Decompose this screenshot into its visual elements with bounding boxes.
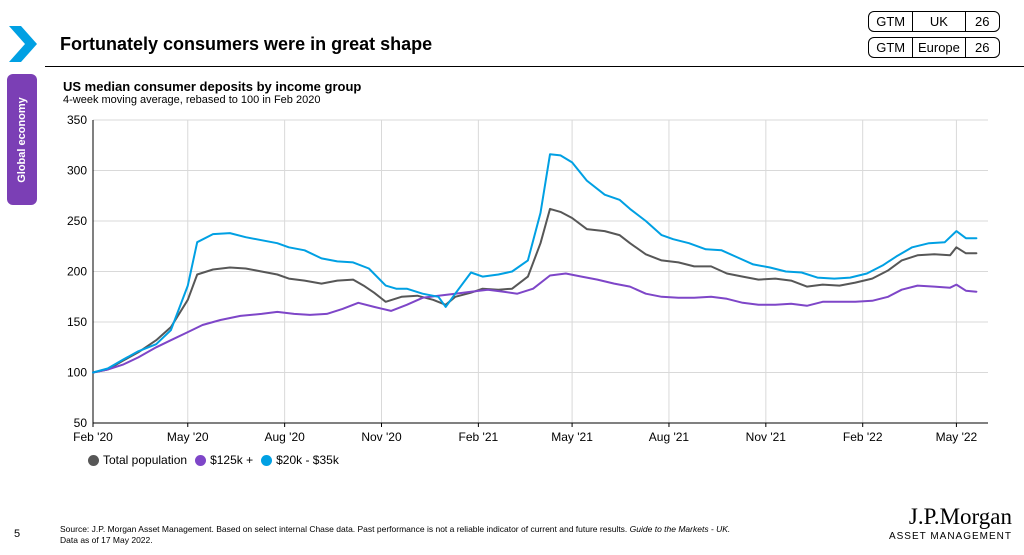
gtm-page: 26	[964, 38, 999, 57]
legend-item-20k-35k: $20k - $35k	[261, 453, 339, 467]
x-tick-label: Nov '21	[746, 430, 787, 444]
y-tick-label: 200	[67, 265, 87, 279]
legend-label: Total population	[103, 453, 188, 467]
chart-legend: Total population $125k + $20k - $35k	[88, 453, 347, 467]
logo-name: J.P.Morgan	[908, 504, 1012, 529]
gtm-uk-badge[interactable]: GTM UK 26	[868, 11, 1000, 32]
x-tick-label: May '21	[551, 430, 593, 444]
jpmorgan-logo: J.P.Morgan ASSET MANAGEMENT	[888, 504, 1012, 543]
y-tick-label: 50	[74, 416, 88, 430]
gtm-label: GTM	[876, 40, 906, 55]
legend-swatch	[88, 454, 99, 466]
legend-item-125k-plus: $125k +	[195, 453, 253, 467]
chart-title: US median consumer deposits by income gr…	[63, 79, 362, 94]
legend-label: $20k - $35k	[276, 453, 339, 467]
y-tick-label: 350	[67, 113, 87, 127]
legend-label: $125k +	[210, 453, 254, 467]
x-tick-label: Aug '20	[264, 430, 305, 444]
left-rail: Global economy 5	[0, 0, 45, 555]
series-line-20k-35k	[92, 153, 978, 374]
title-divider	[45, 66, 1024, 67]
legend-item-total-population: Total population	[88, 453, 187, 467]
x-tick-label: Feb '20	[73, 430, 113, 444]
x-tick-label: Nov '20	[361, 430, 402, 444]
logo-subtitle: ASSET MANAGEMENT	[888, 531, 1012, 542]
gtm-page: 26	[964, 12, 999, 31]
footer-guide: Guide to the Markets - UK.	[629, 524, 731, 534]
y-tick-label: 300	[67, 164, 87, 178]
series-line-125k-plus	[92, 272, 978, 374]
section-tab[interactable]: Global economy	[7, 74, 37, 205]
footer-date: Data as of 17 May 2022.	[60, 535, 153, 545]
gtm-region: Europe	[912, 38, 964, 57]
chevron-right-icon	[9, 26, 37, 62]
page-number: 5	[14, 528, 21, 540]
gtm-label: GTM	[876, 14, 906, 29]
chart-subtitle: 4-week moving average, rebased to 100 in…	[63, 94, 321, 106]
y-tick-label: 150	[67, 315, 87, 329]
y-tick-label: 250	[67, 214, 87, 228]
series-line-total-population	[92, 207, 978, 374]
x-tick-label: May '22	[936, 430, 978, 444]
footer-note: Source: J.P. Morgan Asset Management. Ba…	[60, 524, 860, 546]
footer-source: Source: J.P. Morgan Asset Management. Ba…	[60, 524, 628, 534]
x-tick-label: Feb '22	[843, 430, 883, 444]
x-tick-label: Feb '21	[459, 430, 499, 444]
x-tick-label: Aug '21	[649, 430, 690, 444]
y-tick-label: 100	[67, 366, 87, 380]
x-tick-label: May '20	[167, 430, 209, 444]
gtm-region: UK	[912, 12, 964, 31]
legend-swatch	[195, 454, 207, 466]
gtm-europe-badge[interactable]: GTM Europe 26	[868, 37, 1000, 58]
slide-title: Fortunately consumers were in great shap…	[60, 34, 433, 54]
legend-swatch	[261, 454, 273, 466]
